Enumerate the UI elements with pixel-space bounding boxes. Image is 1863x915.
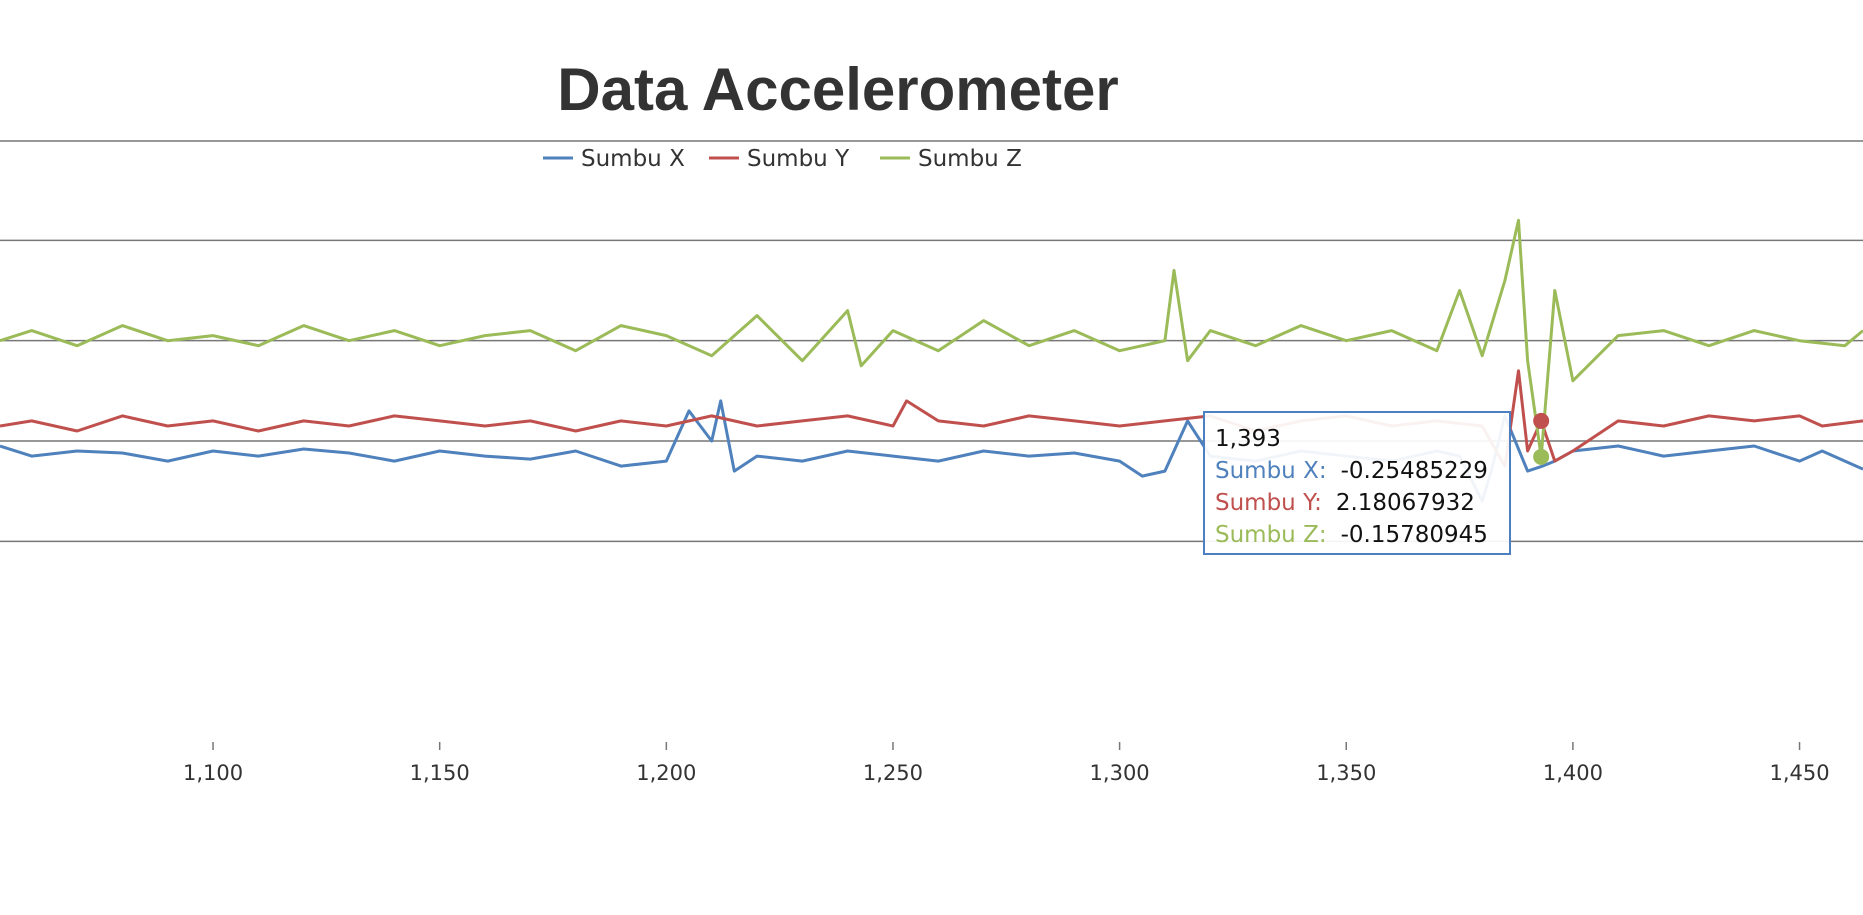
hover-marker [1533,412,1550,429]
legend-item-sumbu-z[interactable]: Sumbu Z [880,146,1022,172]
tooltip-row-sumbu-x: Sumbu X: -0.25485229 [1215,455,1499,487]
legend-label: Sumbu Z [918,146,1022,172]
y-gridlines [0,239,1863,543]
hover-marker [1533,448,1550,465]
x-tick-label: 1,350 [1316,761,1376,785]
tooltip-x-label: 1,393 [1215,426,1281,452]
x-tick-label: 1,400 [1543,761,1603,785]
series-line-sumbu-z[interactable] [0,218,1863,459]
legend-item-sumbu-x[interactable]: Sumbu X [543,146,685,172]
tooltip-row-sumbu-z: Sumbu Z: -0.15780945 [1215,519,1499,551]
chart-tooltip: 1,393 Sumbu X: -0.25485229 Sumbu Y: 2.1806… [1203,411,1511,555]
series-line-sumbu-y[interactable] [0,369,1863,468]
hover-markers [1533,412,1550,465]
chart-title: Data Accelerometer [557,56,1118,123]
tooltip-series-value: -0.25485229 [1340,458,1488,484]
tooltip-series-name: Sumbu Y: [1215,490,1322,516]
series-lines[interactable] [0,218,1863,503]
legend-item-sumbu-y[interactable]: Sumbu Y [709,146,850,172]
x-tick-label: 1,300 [1090,761,1150,785]
x-tick-label: 1,250 [863,761,923,785]
tooltip-row-sumbu-y: Sumbu Y: 2.18067932 [1215,487,1499,519]
x-tick-label: 1,450 [1769,761,1829,785]
x-tick-label: 1,100 [183,761,243,785]
legend-label: Sumbu Y [747,146,850,172]
tooltip-series-name: Sumbu X: [1215,458,1327,484]
x-tick-label: 1,200 [636,761,696,785]
chart-legend[interactable]: Sumbu X Sumbu Y Sumbu Z [543,146,1022,172]
x-tick-label: 1,150 [410,761,470,785]
x-axis: 1,100 1,150 1,200 1,250 1,300 1,350 1,400 1,450 [183,742,1830,785]
tooltip-series-name: Sumbu Z: [1215,522,1327,548]
tooltip-series-value: -0.15780945 [1340,522,1488,548]
tooltip-series-value: 2.18067932 [1335,490,1475,516]
legend-label: Sumbu X [581,146,685,172]
